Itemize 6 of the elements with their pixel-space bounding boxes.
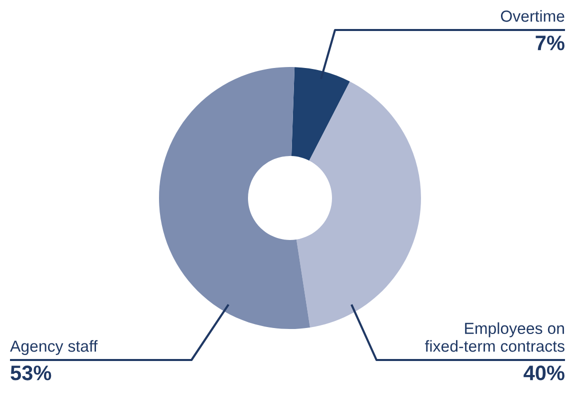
slice-label: Agency staff bbox=[10, 340, 98, 355]
slice-label: Overtime bbox=[500, 10, 564, 22]
data-label: 40% bbox=[524, 366, 564, 380]
slice-label: Employees on fixed-term contracts bbox=[424, 322, 564, 352]
data-label: 7% bbox=[536, 36, 564, 50]
data-label: 53% bbox=[10, 366, 52, 380]
